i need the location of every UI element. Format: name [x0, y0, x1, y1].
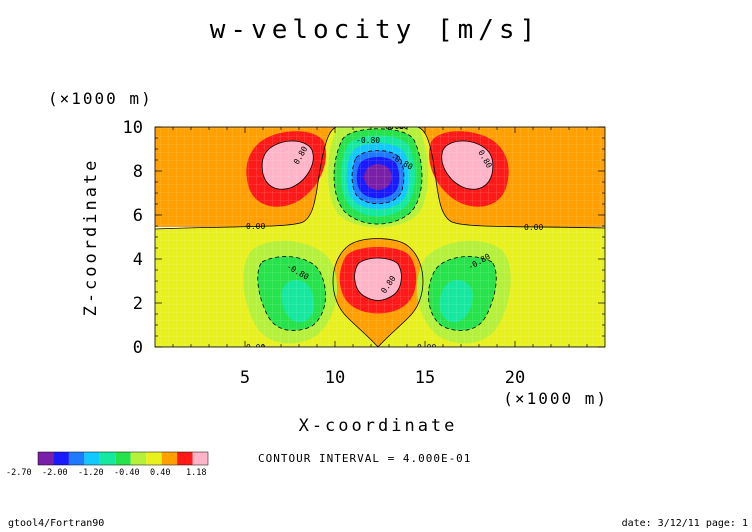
x-axis: 5 10 15 20: [172, 127, 588, 388]
contour-lines: [155, 127, 605, 347]
colorbar-swatch: [68, 452, 85, 465]
colorbar-label: -1.20: [78, 468, 104, 478]
contour-label: 0.00: [246, 343, 265, 352]
colorbar-swatch: [53, 452, 69, 465]
colorbar: -2.70 -2.00 -1.20 -0.40 0.40 1.18: [6, 451, 209, 478]
chart-title: w-velocity [m/s]: [210, 15, 540, 45]
contour-label: 0.00: [385, 122, 404, 131]
x-tick-label: 5: [240, 368, 250, 388]
contour-label: -0.80: [356, 136, 380, 145]
x-tick-label: 20: [505, 368, 525, 388]
colorbar-label: 1.18: [186, 468, 206, 478]
x-unit-label: (×1000 m): [503, 389, 608, 408]
y-tick-label: 2: [133, 294, 143, 314]
contour-label: 0.00: [246, 222, 265, 231]
colorbar-swatch: [99, 452, 116, 465]
y-tick-label: 4: [133, 250, 143, 270]
y-tick-label: 6: [133, 206, 143, 226]
x-tick-label: 10: [325, 368, 345, 388]
colorbar-label: -0.40: [114, 468, 140, 478]
colorbar-swatch: [38, 452, 54, 465]
colorbar-swatch: [115, 452, 131, 465]
y-axis-label: Z-coordinate: [81, 158, 101, 317]
colorbar-label: -2.00: [42, 468, 68, 478]
colorbar-label: 0.40: [150, 468, 170, 478]
contour-field: 0.00 0.00 0.00 0.00 0.00 0.00 0.80 0.80 …: [155, 122, 605, 352]
x-tick-label: 15: [415, 368, 435, 388]
footer-right: date: 3/12/11 page: 1: [622, 518, 748, 529]
y-unit-label: (×1000 m): [48, 89, 153, 108]
contour-interval-note: CONTOUR INTERVAL = 4.000E-01: [258, 452, 471, 465]
contour-label: 0.00: [524, 223, 543, 232]
colorbar-swatch: [130, 452, 147, 465]
footer-left: gtool4/Fortran90: [8, 518, 104, 529]
colorbar-swatch: [192, 452, 208, 465]
y-tick-label: 0: [133, 338, 143, 358]
y-tick-label: 8: [133, 162, 143, 182]
colorbar-swatch: [161, 452, 178, 465]
y-axis: 0 2 4 6 8 10: [123, 118, 605, 358]
colorbar-swatch: [177, 452, 193, 465]
contour-label: 0.00: [417, 343, 436, 352]
colorbar-swatch: [146, 452, 162, 465]
y-tick-label: 10: [123, 118, 143, 138]
colorbar-label: -2.70: [6, 468, 32, 478]
x-axis-label: X-coordinate: [299, 416, 458, 436]
contour-label: 0.00: [389, 122, 408, 131]
colorbar-swatch: [84, 452, 100, 465]
